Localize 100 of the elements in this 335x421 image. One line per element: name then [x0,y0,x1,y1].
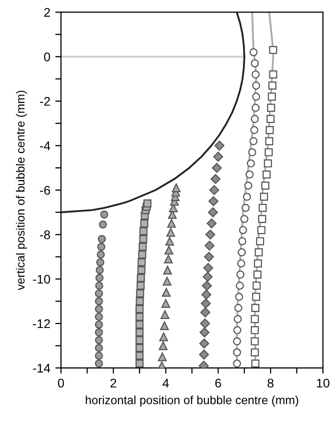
point [232,359,242,368]
point [100,210,108,219]
point [94,344,103,352]
point [158,341,168,350]
point [252,92,260,101]
point [200,298,211,308]
y-tick-label: -8 [40,230,50,240]
point [200,318,210,328]
point [166,228,176,237]
point [252,292,260,301]
point [232,348,242,356]
point [136,359,144,368]
point [98,234,106,244]
point [199,338,210,348]
point [96,266,104,274]
y-tick-label: -10 [33,274,50,284]
point [94,305,103,314]
point [264,159,272,168]
point [136,328,144,336]
point [250,59,259,68]
point [258,214,266,224]
point [250,315,259,324]
point [213,152,224,162]
point [204,240,214,251]
point [208,207,218,218]
point [201,290,212,300]
point [233,326,242,334]
point [242,192,251,201]
point [200,327,210,338]
point [199,350,209,360]
point [137,266,146,274]
point [242,204,250,212]
point [267,104,276,112]
point [136,289,144,298]
y-tick-label: -6 [40,186,50,195]
y-tick-label: -14 [33,364,50,372]
point [136,297,144,306]
point [244,182,252,190]
point [162,288,171,297]
point [251,359,260,368]
point [202,280,212,291]
point [164,246,174,254]
point [246,159,255,168]
point [97,242,106,251]
point [266,126,274,134]
y-tick-label: 0 [44,52,50,62]
point [260,192,268,201]
point [94,352,103,360]
point [95,282,104,290]
point [165,236,174,246]
y-tick-label: -4 [40,142,50,150]
point [140,219,148,228]
point [206,218,217,228]
point [234,304,242,312]
point [172,183,181,192]
point [269,70,278,78]
point [212,162,222,173]
x-axis-title: horizontal position of bubble centre (mm) [86,396,298,407]
point [94,312,103,321]
point [236,282,244,290]
point [96,250,105,259]
point [94,289,103,298]
x-tick-label: 4 [162,378,169,388]
point [136,336,144,344]
point [208,196,218,206]
point [136,344,144,352]
point [252,70,260,78]
point [167,219,176,228]
point [94,320,103,329]
point [253,270,262,279]
point [136,274,145,282]
x-tick-label: 10 [316,378,330,388]
point [268,82,276,90]
point [232,337,242,346]
point [235,292,244,301]
point [139,234,148,244]
point [240,214,248,224]
point [94,359,103,368]
point [202,272,213,282]
point [94,336,103,344]
point [234,315,242,324]
x-tick-label: 6 [215,378,222,388]
point [143,199,152,208]
point [239,226,248,234]
point [209,185,220,196]
point [269,46,278,54]
y-tick-label: 2 [44,8,50,17]
point [136,312,144,321]
point [205,230,216,240]
line-series [60,12,246,214]
point [264,148,273,156]
point [238,248,246,256]
point [136,305,144,314]
point [95,274,104,282]
point [252,282,261,290]
point [250,337,259,346]
x-tick-label: 8 [268,378,274,388]
point [163,266,172,274]
point [161,299,170,308]
point [261,182,270,190]
